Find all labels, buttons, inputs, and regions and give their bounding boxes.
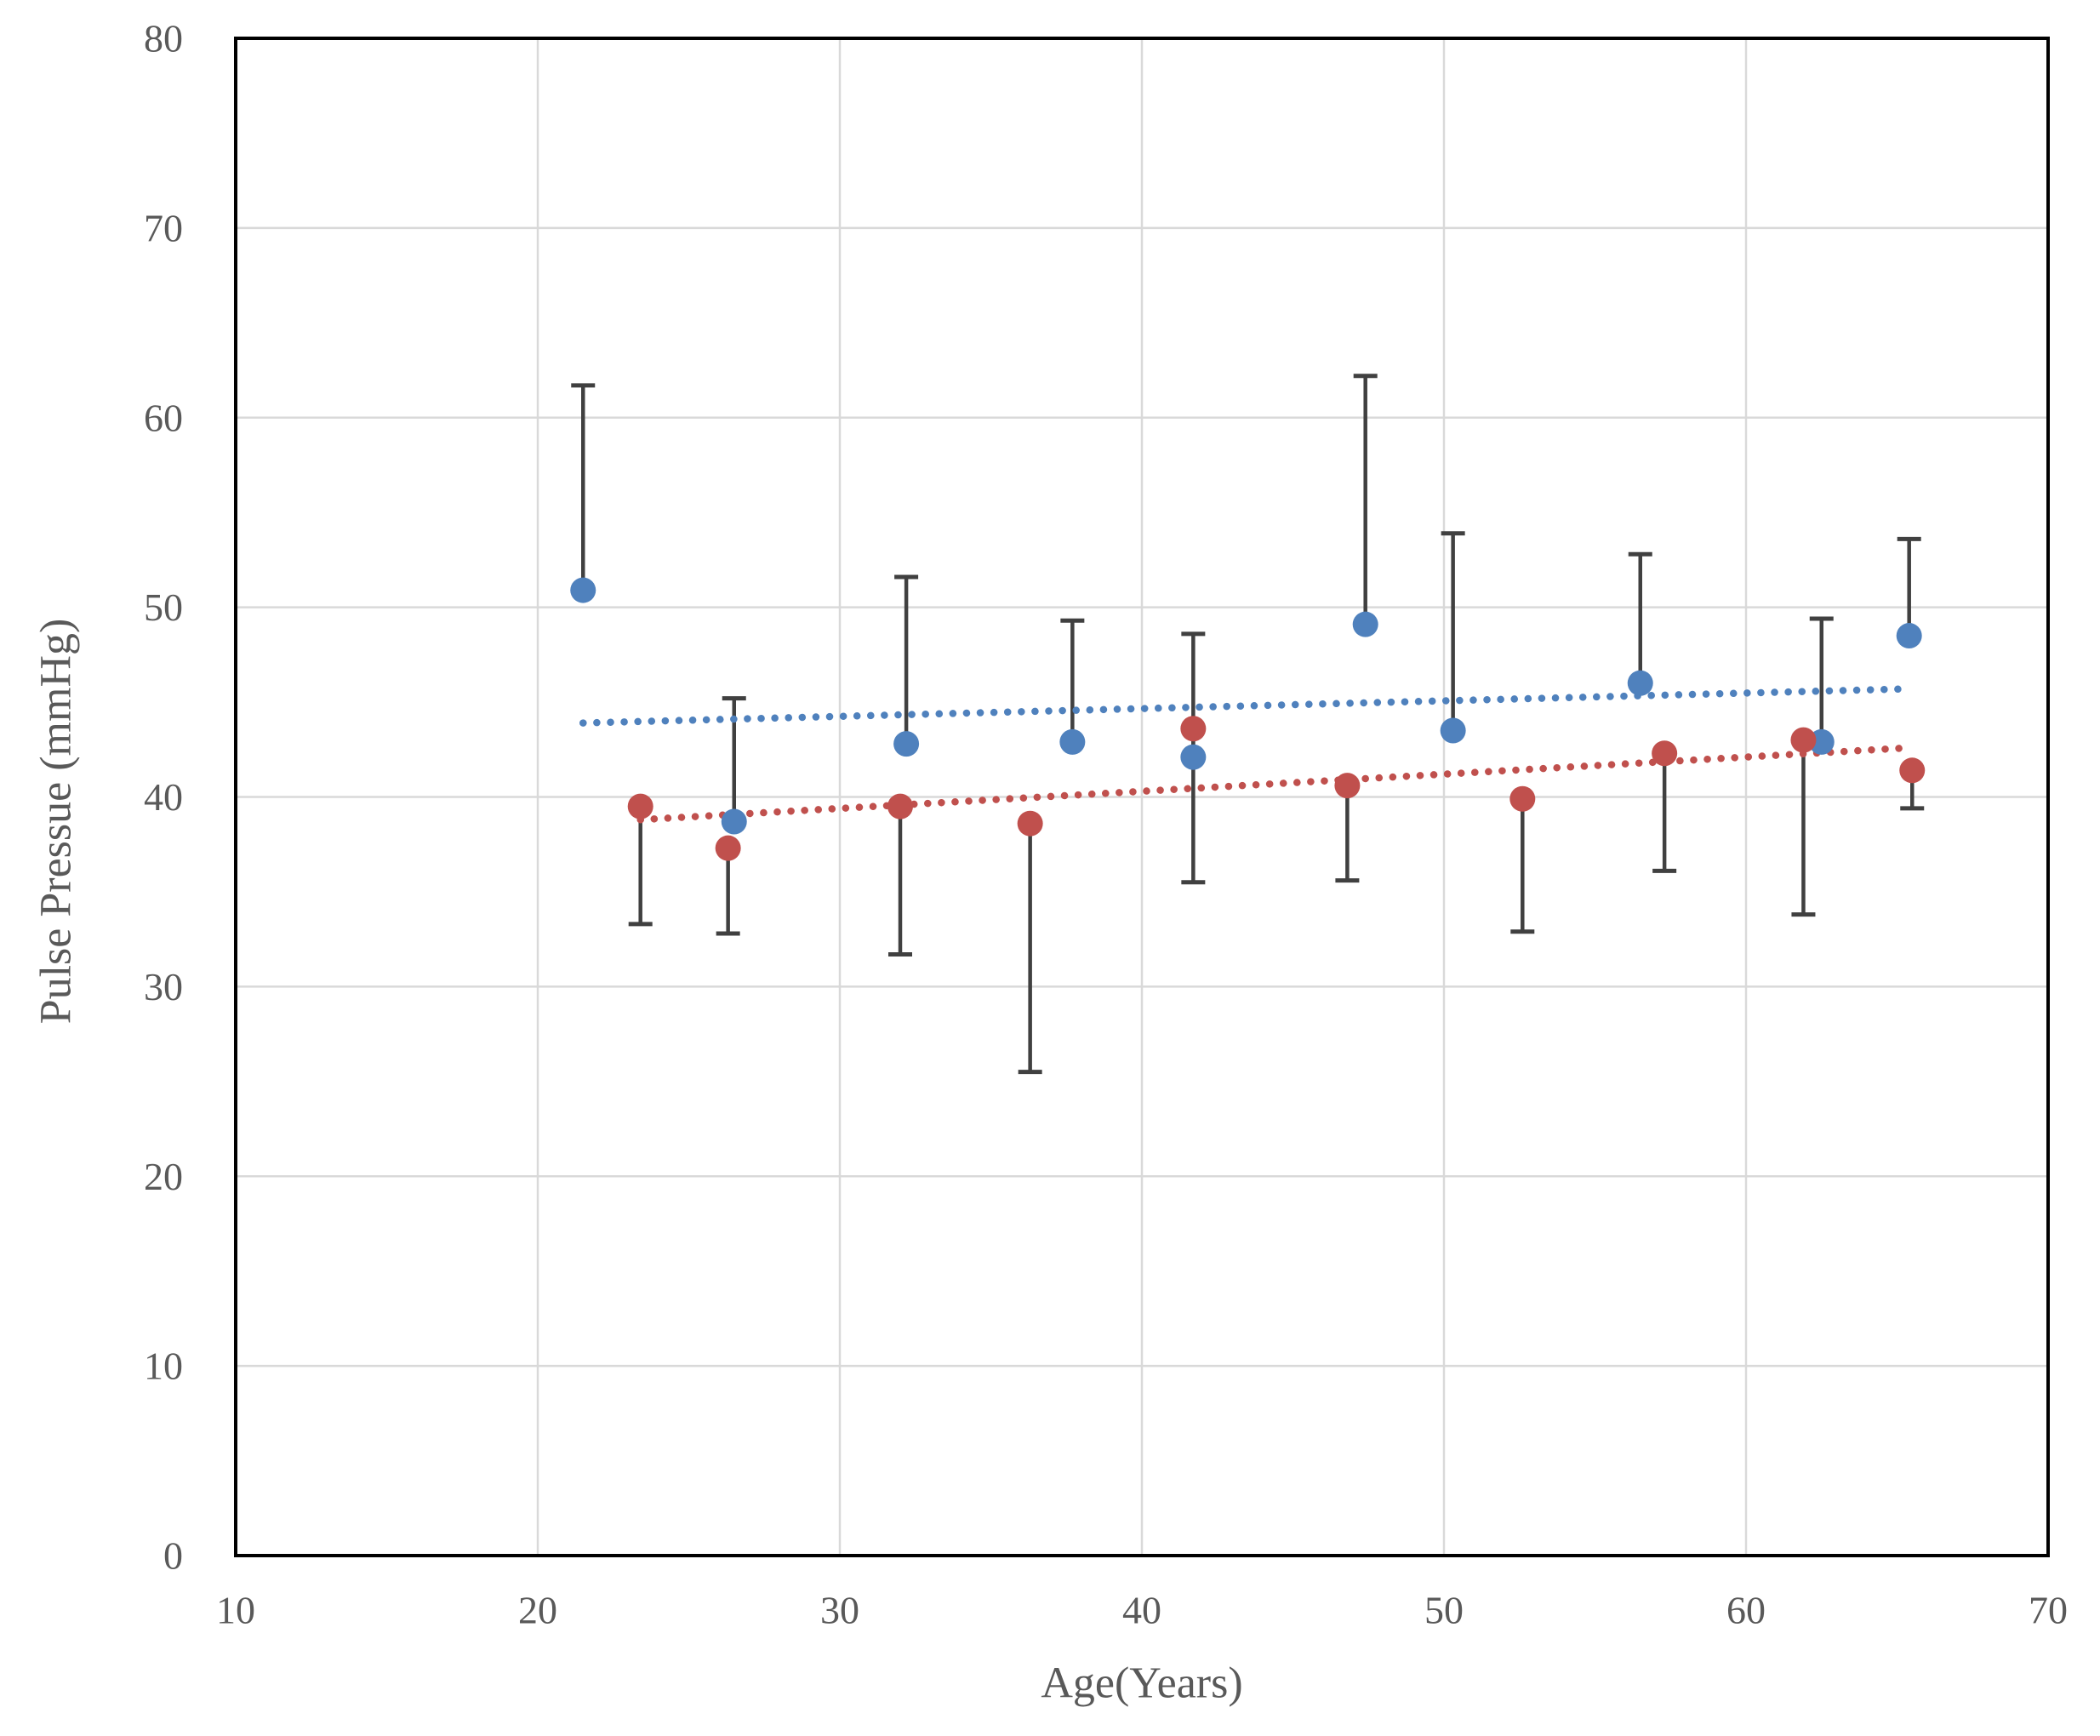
y-tick-label: 80 <box>144 17 183 60</box>
y-tick-label: 60 <box>144 396 183 439</box>
data-point-red <box>1652 740 1678 767</box>
plot-border <box>234 37 2050 1557</box>
data-point-red <box>1017 810 1043 837</box>
x-tick-label: 10 <box>216 1589 255 1632</box>
y-tick-label: 10 <box>144 1345 183 1388</box>
error-bars-layer <box>571 374 1925 1075</box>
y-tick-label: 30 <box>144 965 183 1008</box>
data-point-blue <box>1180 744 1207 770</box>
data-point-red <box>1334 773 1361 799</box>
data-point-red <box>1899 757 1926 784</box>
data-point-blue <box>1896 623 1922 649</box>
data-point-blue <box>893 731 920 757</box>
data-point-red <box>1509 785 1536 812</box>
x-axis-title: Age(Years) <box>1041 1659 1242 1708</box>
y-tick-label: 20 <box>144 1155 183 1198</box>
data-point-blue <box>1352 611 1378 637</box>
x-tick-label: 50 <box>1424 1589 1464 1632</box>
data-point-red <box>1790 727 1817 753</box>
data-point-blue <box>1440 717 1466 744</box>
x-tick-label: 60 <box>1726 1589 1766 1632</box>
y-tick-label: 50 <box>144 585 183 629</box>
x-tick-label: 70 <box>2029 1589 2068 1632</box>
trend-lines-layer <box>579 685 1916 824</box>
data-point-red <box>1180 716 1207 742</box>
data-point-blue <box>570 577 596 603</box>
x-tick-label: 30 <box>820 1589 859 1632</box>
data-point-blue <box>1627 670 1653 696</box>
data-point-blue <box>721 808 747 835</box>
data-point-red <box>715 835 741 861</box>
tick-labels: 0 10 20 30 40 50 60 70 80 10 20 30 40 50 60 70 <box>144 17 2068 1632</box>
x-tick-label: 40 <box>1122 1589 1161 1632</box>
y-tick-label: 0 <box>163 1534 183 1578</box>
data-point-red <box>887 793 913 819</box>
data-point-blue <box>1059 728 1086 755</box>
series-layer <box>570 374 1926 1075</box>
y-tick-label: 70 <box>144 206 183 249</box>
x-tick-label: 20 <box>518 1589 557 1632</box>
trend-line-blue <box>579 685 1913 727</box>
data-point-red <box>627 793 653 819</box>
y-axis-title: Pulse Pressue (mmHg) <box>32 619 81 1025</box>
y-tick-label: 40 <box>144 775 183 819</box>
markers-layer <box>570 577 1926 861</box>
trend-line-red <box>636 744 1916 824</box>
gridlines <box>236 38 2048 1556</box>
